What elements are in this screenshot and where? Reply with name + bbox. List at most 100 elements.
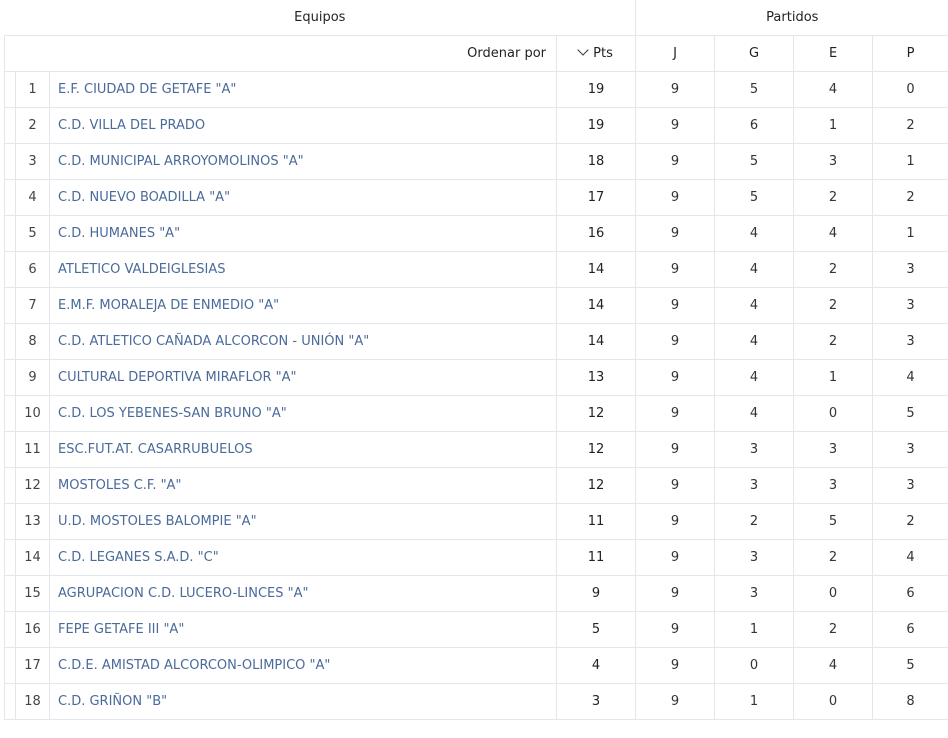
points: 11: [555, 503, 637, 540]
team-link[interactable]: E.F. CIUDAD DE GETAFE "A": [49, 71, 557, 108]
row-spacer: [4, 323, 16, 360]
lost: 3: [872, 287, 948, 324]
row-spacer: [4, 287, 16, 324]
played: 9: [635, 683, 716, 720]
row-spacer: [4, 71, 16, 108]
team-link[interactable]: ESC.FUT.AT. CASARRUBUELOS: [49, 431, 557, 468]
lost: 3: [872, 431, 948, 468]
team-link[interactable]: C.D. VILLA DEL PRADO: [49, 107, 557, 144]
row-spacer: [4, 179, 16, 216]
won: 1: [714, 683, 795, 720]
points: 11: [555, 539, 637, 576]
points: 14: [555, 323, 637, 360]
rank: 6: [15, 251, 50, 288]
points: 4: [555, 647, 637, 684]
header-p[interactable]: P: [872, 35, 948, 72]
points: 16: [555, 215, 637, 252]
played: 9: [635, 395, 716, 432]
team-link[interactable]: MOSTOLES C.F. "A": [49, 467, 557, 504]
chevron-down-icon: [577, 44, 589, 56]
team-link[interactable]: C.D. LOS YEBENES-SAN BRUNO "A": [49, 395, 557, 432]
team-link[interactable]: C.D. ATLETICO CAÑADA ALCORCON - UNIÓN "A…: [49, 323, 557, 360]
table-row: 2 C.D. VILLA DEL PRADO 19 9 6 1 2: [4, 107, 948, 144]
rank: 5: [15, 215, 50, 252]
team-link[interactable]: FEPE GETAFE III "A": [49, 611, 557, 648]
points: 14: [555, 287, 637, 324]
played: 9: [635, 431, 716, 468]
lost: 2: [872, 179, 948, 216]
drawn: 3: [793, 467, 874, 504]
team-link[interactable]: E.M.F. MORALEJA DE ENMEDIO "A": [49, 287, 557, 324]
table-row: 17 C.D.E. AMISTAD ALCORCON-OLIMPICO "A" …: [4, 647, 948, 684]
header-e[interactable]: E: [793, 35, 874, 72]
table-row: 18 C.D. GRIÑON "B" 3 9 1 0 8: [4, 683, 948, 720]
team-link[interactable]: U.D. MOSTOLES BALOMPIE "A": [49, 503, 557, 540]
sort-by-pts-button[interactable]: Pts: [555, 35, 637, 72]
table-row: 5 C.D. HUMANES "A" 16 9 4 4 1: [4, 215, 948, 252]
lost: 8: [872, 683, 948, 720]
table-row: 4 C.D. NUEVO BOADILLA "A" 17 9 5 2 2: [4, 179, 948, 216]
won: 4: [714, 287, 795, 324]
drawn: 4: [793, 647, 874, 684]
played: 9: [635, 107, 716, 144]
team-link[interactable]: C.D.E. AMISTAD ALCORCON-OLIMPICO "A": [49, 647, 557, 684]
drawn: 2: [793, 611, 874, 648]
drawn: 1: [793, 107, 874, 144]
won: 4: [714, 251, 795, 288]
played: 9: [635, 251, 716, 288]
drawn: 0: [793, 683, 874, 720]
drawn: 0: [793, 575, 874, 612]
lost: 3: [872, 323, 948, 360]
table-row: 8 C.D. ATLETICO CAÑADA ALCORCON - UNIÓN …: [4, 323, 948, 360]
rank: 14: [15, 539, 50, 576]
team-link[interactable]: C.D. NUEVO BOADILLA "A": [49, 179, 557, 216]
row-spacer: [4, 575, 16, 612]
team-link[interactable]: C.D. GRIÑON "B": [49, 683, 557, 720]
sort-label: Ordenar por: [4, 35, 557, 72]
team-link[interactable]: C.D. HUMANES "A": [49, 215, 557, 252]
rank: 4: [15, 179, 50, 216]
team-link[interactable]: C.D. MUNICIPAL ARROYOMOLINOS "A": [49, 143, 557, 180]
won: 3: [714, 431, 795, 468]
team-link[interactable]: C.D. LEGANES S.A.D. "C": [49, 539, 557, 576]
played: 9: [635, 503, 716, 540]
lost: 6: [872, 611, 948, 648]
lost: 4: [872, 539, 948, 576]
points: 12: [555, 395, 637, 432]
won: 3: [714, 575, 795, 612]
row-spacer: [4, 251, 16, 288]
drawn: 3: [793, 143, 874, 180]
row-spacer: [4, 215, 16, 252]
rank: 2: [15, 107, 50, 144]
points: 9: [555, 575, 637, 612]
lost: 0: [872, 71, 948, 108]
row-spacer: [4, 395, 16, 432]
won: 3: [714, 539, 795, 576]
row-spacer: [4, 611, 16, 648]
played: 9: [635, 611, 716, 648]
header-equipos: Equipos: [4, 0, 637, 36]
won: 6: [714, 107, 795, 144]
won: 5: [714, 179, 795, 216]
played: 9: [635, 179, 716, 216]
played: 9: [635, 647, 716, 684]
row-spacer: [4, 107, 16, 144]
team-link[interactable]: AGRUPACION C.D. LUCERO-LINCES "A": [49, 575, 557, 612]
rank: 7: [15, 287, 50, 324]
table-row: 13 U.D. MOSTOLES BALOMPIE "A" 11 9 2 5 2: [4, 503, 948, 540]
table-row: 9 CULTURAL DEPORTIVA MIRAFLOR "A" 13 9 4…: [4, 359, 948, 396]
won: 5: [714, 71, 795, 108]
rank: 1: [15, 71, 50, 108]
header-j[interactable]: J: [635, 35, 716, 72]
team-link[interactable]: CULTURAL DEPORTIVA MIRAFLOR "A": [49, 359, 557, 396]
team-link[interactable]: ATLETICO VALDEIGLESIAS: [49, 251, 557, 288]
points: 19: [555, 71, 637, 108]
rank: 9: [15, 359, 50, 396]
points: 14: [555, 251, 637, 288]
header-g[interactable]: G: [714, 35, 795, 72]
played: 9: [635, 467, 716, 504]
won: 1: [714, 611, 795, 648]
lost: 3: [872, 251, 948, 288]
points: 18: [555, 143, 637, 180]
points: 3: [555, 683, 637, 720]
